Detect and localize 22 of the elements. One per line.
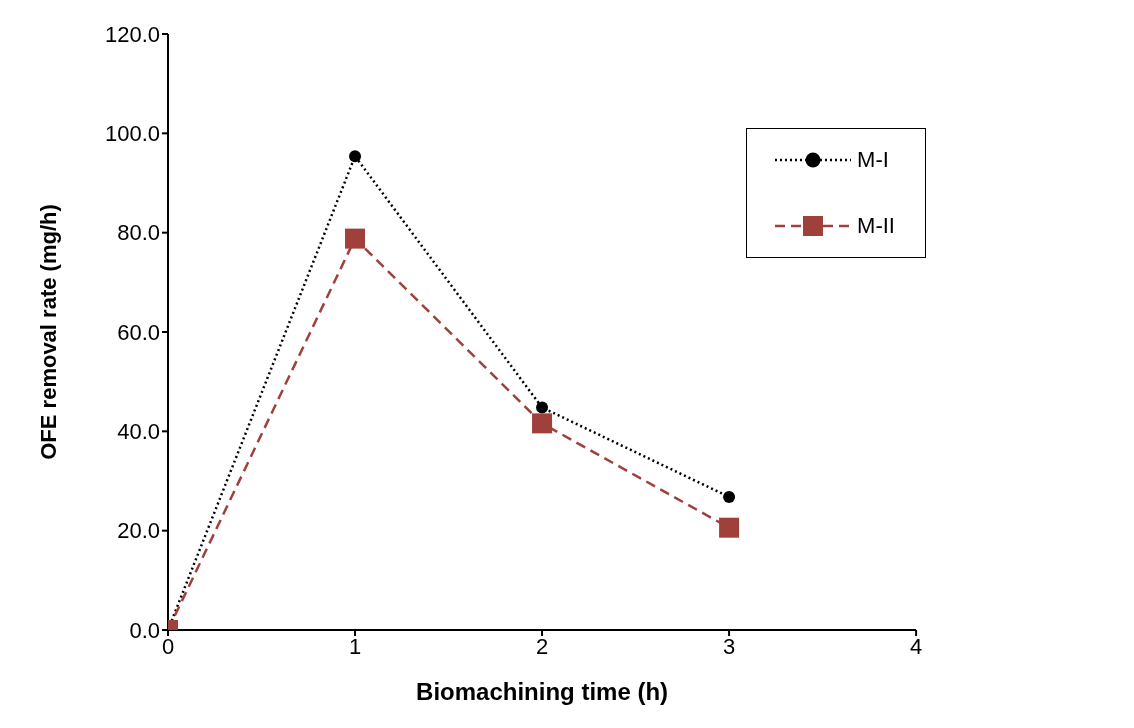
y-tick-label: 80.0: [117, 220, 160, 246]
point: [719, 517, 740, 538]
y-tick-label: 40.0: [117, 419, 160, 445]
x-tick-label: 3: [722, 633, 736, 659]
y-tick-label: 60.0: [117, 319, 160, 345]
y-tick-label: 100.0: [104, 121, 160, 147]
point: [536, 401, 549, 414]
x-tick-label: 0: [161, 633, 175, 659]
y-tick-label: 120.0: [104, 21, 160, 47]
point: [723, 490, 736, 503]
x-tick-label: 2: [535, 633, 549, 659]
y-tick-label: 20.0: [117, 518, 160, 544]
point: [349, 150, 362, 163]
y-axis-title: OFE removal rate (mg/h): [35, 204, 61, 460]
x-axis-title: Biomachining time (h): [416, 678, 669, 705]
y-tick-label: 0.0: [129, 617, 160, 643]
legend-label: M-I: [857, 147, 889, 173]
point: [345, 228, 366, 249]
point: [532, 413, 553, 434]
x-tick-label: 1: [348, 633, 362, 659]
legend-label: M-II: [857, 213, 895, 239]
x-tick-label: 4: [909, 633, 923, 659]
